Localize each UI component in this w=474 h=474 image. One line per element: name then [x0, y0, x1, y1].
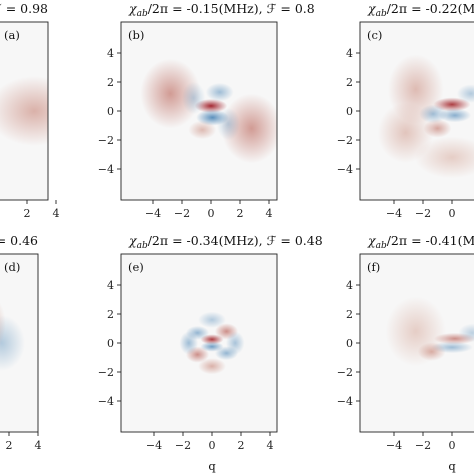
y-tick-label: −4: [98, 163, 114, 176]
x-tick-label: 0: [208, 207, 215, 220]
x-tick-label: 4: [266, 207, 273, 220]
wigner-lobe: [182, 82, 205, 114]
title-unit: (MHz), ℱ = 0.: [458, 1, 474, 16]
x-tick-label: 2: [238, 439, 245, 452]
y-tick-label: −2: [98, 366, 114, 379]
panel-title: χab/2π = -0.22(MHz), ℱ = 0.: [367, 1, 474, 19]
title-mid: /2π =: [387, 233, 426, 248]
title-mid: /2π =: [387, 1, 426, 16]
y-tick-label: −4: [337, 163, 353, 176]
panel-label: (c): [367, 28, 382, 42]
x-tick-label: −2: [415, 207, 431, 220]
panel-title: ), ℱ = 0.46: [0, 233, 38, 248]
x-tick-label: −2: [415, 439, 431, 452]
heatmap-background: [121, 254, 277, 432]
title-mid: /2π =: [148, 233, 187, 248]
wigner-lobe: [180, 331, 199, 354]
x-tick-label: 2: [6, 439, 13, 452]
x-tick-label: 0: [209, 439, 216, 452]
panel-title: χab/2π = -0.41(MH: [367, 233, 474, 251]
x-axis-label: q: [208, 459, 216, 473]
y-tick-label: −2: [337, 366, 353, 379]
y-tick-label: 4: [107, 47, 114, 60]
x-tick-label: 4: [35, 439, 42, 452]
y-tick-label: −2: [98, 134, 114, 147]
y-tick-label: 2: [107, 76, 114, 89]
y-tick-label: 2: [107, 308, 114, 321]
x-tick-label: −2: [175, 439, 191, 452]
wigner-lobe: [206, 83, 234, 102]
x-tick-label: −4: [386, 439, 402, 452]
panel-d: (d) 2 4 ), ℱ = 0.46: [0, 233, 42, 452]
y-tick-label: −2: [337, 134, 353, 147]
panel-title: χab/2π = -0.34(MHz), ℱ = 0.48: [128, 233, 323, 251]
y-tick-label: 0: [346, 105, 353, 118]
wigner-lobe: [0, 76, 81, 146]
x-tick-label: −4: [386, 207, 402, 220]
panel-b: (b) −4 −2 0 2 4 4 2 0 −2 −4 χab/2π = -0.15(MHz), ℱ …: [98, 1, 315, 220]
panel-label: (d): [4, 260, 20, 274]
title-value: -0.15: [187, 1, 219, 16]
title-unit: (MH: [458, 233, 474, 248]
panel-label: (b): [128, 28, 144, 42]
x-tick-label: −4: [146, 439, 162, 452]
wigner-lobe: [198, 312, 226, 328]
x-tick-label: −2: [174, 207, 190, 220]
title-unit: (MHz), ℱ = 0.8: [219, 1, 315, 16]
wigner-lobe: [188, 121, 216, 140]
wigner-lobe: [386, 297, 446, 367]
panel-e: (e) −4 −2 0 2 4 4 2 0 −2 −4 χab/2π = -0.34(MHz), ℱ …: [98, 233, 323, 452]
x-tick-label: 0: [449, 439, 456, 452]
y-tick-label: 0: [107, 337, 114, 350]
x-tick-label: 4: [267, 439, 274, 452]
title-subscript: ab: [376, 241, 387, 251]
title-subscript: ab: [376, 9, 387, 19]
wigner-lobe: [226, 331, 245, 354]
y-tick-label: −4: [337, 395, 353, 408]
panel-c: (c) −4 −2 0 4 2 0 −2 −4 χab/2π = -0.22(MHz), ℱ = …: [337, 1, 474, 220]
y-tick-label: 0: [107, 105, 114, 118]
title-unit: (MHz), ℱ = 0.48: [219, 233, 323, 248]
panel-label: (a): [4, 28, 20, 42]
title-subscript: ab: [137, 9, 148, 19]
y-tick-label: 0: [346, 337, 353, 350]
x-tick-label: 0: [449, 207, 456, 220]
x-tick-label: 4: [53, 207, 60, 220]
y-tick-label: 2: [346, 76, 353, 89]
x-tick-label: 2: [237, 207, 244, 220]
y-tick-label: 4: [346, 47, 353, 60]
panel-title: ), ℱ = 0.98: [0, 1, 48, 16]
panel-f: (f) −4 −2 0 4 2 0 −2 −4 χab/2π = -0.41(MH: [337, 233, 474, 452]
title-value: -0.41: [426, 233, 458, 248]
title-value: -0.34: [187, 233, 219, 248]
wigner-lobe: [198, 358, 226, 374]
y-tick-label: 4: [346, 279, 353, 292]
panel-title: χab/2π = -0.15(MHz), ℱ = 0.8: [128, 1, 315, 19]
x-axis-label: q: [448, 459, 456, 473]
panel-a: (a) 2 4 ), ℱ = 0.98: [0, 1, 81, 220]
title-mid: /2π =: [148, 1, 187, 16]
y-tick-label: −4: [98, 395, 114, 408]
y-tick-label: 2: [346, 308, 353, 321]
x-tick-label: 2: [24, 207, 31, 220]
panel-label: (f): [367, 260, 380, 274]
panel-label: (e): [128, 260, 144, 274]
title-value: -0.22: [426, 1, 458, 16]
wigner-lobe: [217, 108, 240, 140]
title-subscript: ab: [137, 241, 148, 251]
x-tick-label: −4: [145, 207, 161, 220]
y-tick-label: 4: [107, 279, 114, 292]
